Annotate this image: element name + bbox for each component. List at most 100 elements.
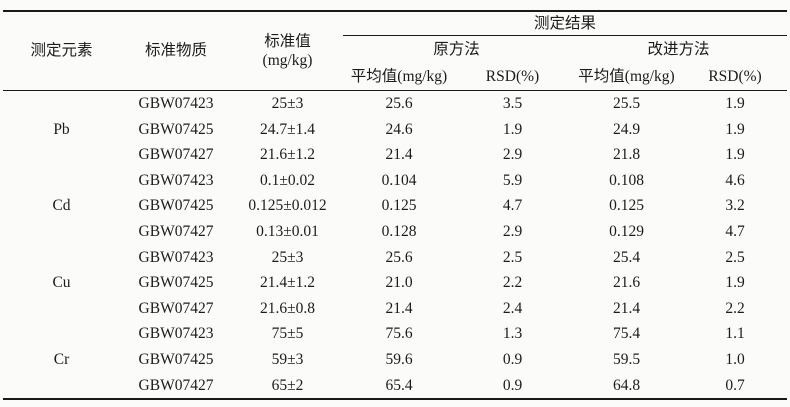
orig-mean-cell: 21.0 bbox=[385, 274, 413, 292]
header-standard-value: 标准值 (mg/kg) bbox=[232, 11, 343, 91]
impr-rsd-cell: 2.5 bbox=[725, 248, 745, 266]
header-row-2: 原方法 改进方法 bbox=[3, 36, 787, 64]
orig-mean-cell: 0.128 bbox=[381, 223, 417, 241]
orig-mean-cell: 21.4 bbox=[385, 299, 413, 317]
header-original-method: 原方法 bbox=[433, 40, 480, 58]
standard-value-cell: 59±3 bbox=[271, 351, 304, 369]
table-row: GBW07427 21.6±1.2 21.4 2.9 21.8 1.9 bbox=[3, 142, 787, 168]
standard-value-cell: 0.125±0.012 bbox=[248, 197, 327, 215]
material-cell: GBW07427 bbox=[138, 299, 214, 317]
orig-rsd-cell: 1.3 bbox=[502, 325, 523, 343]
header-improved-method: 改进方法 bbox=[647, 40, 710, 58]
table-row: GBW07425 0.125±0.012 0.125 4.7 0.125 3.2 bbox=[3, 193, 787, 219]
standard-value-cell: 24.7±1.4 bbox=[259, 120, 315, 138]
results-table-container: 测定元素 标准物质 标准值 (mg/kg) 测定结果 原方法 改进方法 平均值(… bbox=[3, 10, 788, 401]
standard-value-cell: 21.6±1.2 bbox=[259, 146, 315, 164]
material-cell: GBW07423 bbox=[138, 95, 214, 113]
impr-mean-cell: 75.4 bbox=[612, 325, 641, 343]
header-standard-value-line2: (mg/kg) bbox=[262, 52, 313, 69]
orig-mean-cell: 0.125 bbox=[381, 197, 417, 215]
material-cell: GBW07427 bbox=[138, 146, 214, 164]
orig-rsd-cell: 5.9 bbox=[502, 171, 523, 189]
orig-mean-cell: 24.6 bbox=[385, 120, 413, 138]
table-row: Cr GBW07423 75±5 75.6 1.3 75.4 1.1 bbox=[3, 321, 787, 368]
impr-rsd-cell: 3.2 bbox=[725, 197, 745, 215]
header-orig-rsd: RSD(%) bbox=[485, 67, 540, 85]
header-impr-rsd: RSD(%) bbox=[708, 67, 762, 85]
impr-mean-cell: 25.5 bbox=[612, 95, 641, 113]
impr-rsd-cell: 4.7 bbox=[725, 223, 745, 241]
standard-value-cell: 0.1±0.02 bbox=[259, 171, 315, 189]
impr-rsd-cell: 1.0 bbox=[725, 351, 745, 369]
table-row: GBW07427 0.13±0.01 0.128 2.9 0.129 4.7 bbox=[3, 219, 787, 245]
material-cell: GBW07427 bbox=[138, 223, 214, 241]
standard-value-cell: 0.13±0.01 bbox=[256, 223, 319, 241]
impr-mean-cell: 21.4 bbox=[612, 299, 641, 317]
table-row: Pb GBW07423 25±3 25.6 3.5 25.5 1.9 bbox=[3, 91, 787, 138]
material-cell: GBW07423 bbox=[138, 171, 214, 189]
impr-mean-cell: 0.129 bbox=[609, 223, 644, 241]
material-cell: GBW07425 bbox=[138, 351, 214, 369]
standard-value-cell: 25±3 bbox=[271, 95, 304, 113]
standard-value-cell: 75±5 bbox=[271, 325, 304, 343]
header-results-group: 测定结果 bbox=[343, 11, 788, 36]
orig-mean-cell: 25.6 bbox=[385, 95, 413, 113]
table-row: GBW07427 65±2 65.4 0.9 64.8 0.7 bbox=[3, 373, 787, 400]
table-body: Pb GBW07423 25±3 25.6 3.5 25.5 1.9 GBW07… bbox=[3, 91, 787, 400]
impr-rsd-cell: 1.9 bbox=[725, 274, 745, 292]
impr-rsd-cell: 2.2 bbox=[725, 299, 745, 317]
orig-mean-cell: 59.6 bbox=[385, 351, 413, 369]
element-cell: Cr bbox=[53, 351, 70, 369]
material-cell: GBW07425 bbox=[138, 120, 214, 138]
impr-mean-cell: 25.4 bbox=[612, 248, 641, 266]
standard-value-cell: 25±3 bbox=[271, 248, 304, 266]
orig-mean-cell: 75.6 bbox=[385, 325, 413, 343]
impr-rsd-cell: 0.7 bbox=[725, 376, 745, 394]
material-cell: GBW07425 bbox=[138, 274, 214, 292]
orig-mean-cell: 25.6 bbox=[385, 248, 413, 266]
orig-rsd-cell: 1.9 bbox=[502, 120, 523, 138]
standard-value-cell: 65±2 bbox=[271, 376, 304, 394]
impr-rsd-cell: 1.9 bbox=[725, 95, 745, 113]
orig-rsd-cell: 2.9 bbox=[502, 223, 523, 241]
material-cell: GBW07423 bbox=[138, 325, 214, 343]
standard-value-cell: 21.4±1.2 bbox=[259, 274, 315, 292]
impr-rsd-cell: 4.6 bbox=[725, 171, 745, 189]
impr-rsd-cell: 1.9 bbox=[725, 146, 745, 164]
table-header: 测定元素 标准物质 标准值 (mg/kg) 测定结果 原方法 改进方法 平均值(… bbox=[3, 11, 788, 91]
impr-mean-cell: 0.108 bbox=[609, 171, 644, 189]
orig-rsd-cell: 2.2 bbox=[502, 274, 523, 292]
orig-rsd-cell: 2.5 bbox=[502, 248, 523, 266]
orig-rsd-cell: 3.5 bbox=[502, 95, 523, 113]
orig-rsd-cell: 2.9 bbox=[502, 146, 523, 164]
header-row-1: 测定元素 标准物质 标准值 (mg/kg) 测定结果 bbox=[3, 11, 788, 69]
orig-mean-cell: 0.104 bbox=[381, 171, 417, 189]
orig-rsd-cell: 4.7 bbox=[502, 197, 523, 215]
header-orig-mean: 平均值(mg/kg) bbox=[350, 67, 448, 85]
impr-mean-cell: 64.8 bbox=[612, 376, 641, 394]
table-row: Cd GBW07423 0.1±0.02 0.104 5.9 0.108 4.6 bbox=[3, 168, 787, 215]
header-material: 标准物质 bbox=[144, 42, 207, 60]
element-cell: Cd bbox=[52, 197, 71, 215]
impr-mean-cell: 21.8 bbox=[612, 146, 641, 164]
impr-mean-cell: 59.5 bbox=[612, 351, 641, 369]
impr-rsd-cell: 1.1 bbox=[725, 325, 745, 343]
orig-rsd-cell: 0.9 bbox=[502, 351, 523, 369]
impr-rsd-cell: 1.9 bbox=[725, 120, 745, 138]
header-element: 测定元素 bbox=[30, 42, 93, 60]
standard-value-cell: 21.6±0.8 bbox=[259, 299, 315, 317]
header-row-3: 平均值(mg/kg) RSD(%) 平均值(mg/kg) RSD(%) bbox=[3, 63, 787, 91]
orig-rsd-cell: 0.9 bbox=[502, 376, 523, 394]
impr-mean-cell: 24.9 bbox=[612, 120, 641, 138]
table-row: GBW07425 21.4±1.2 21.0 2.2 21.6 1.9 bbox=[3, 270, 787, 296]
table-row: GBW07427 21.6±0.8 21.4 2.4 21.4 2.2 bbox=[3, 296, 787, 322]
element-cell: Pb bbox=[53, 120, 70, 138]
orig-mean-cell: 21.4 bbox=[385, 146, 413, 164]
material-cell: GBW07425 bbox=[138, 197, 214, 215]
orig-mean-cell: 65.4 bbox=[385, 376, 413, 394]
element-cell: Cu bbox=[52, 274, 71, 292]
table-row: GBW07425 24.7±1.4 24.6 1.9 24.9 1.9 bbox=[3, 117, 787, 143]
table-row: GBW07425 59±3 59.6 0.9 59.5 1.0 bbox=[3, 347, 787, 373]
results-table: 测定元素 标准物质 标准值 (mg/kg) 测定结果 原方法 改进方法 平均值(… bbox=[3, 10, 788, 401]
impr-mean-cell: 21.6 bbox=[612, 274, 641, 292]
